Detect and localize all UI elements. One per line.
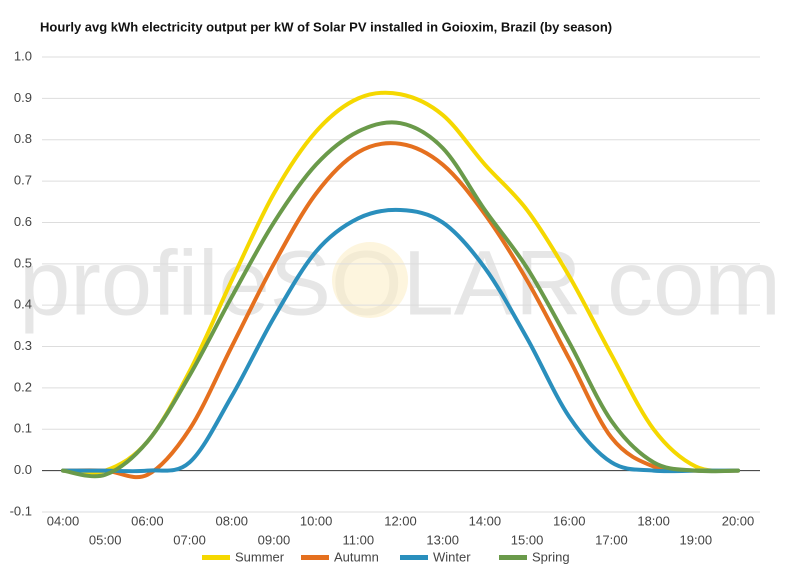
x-tick-label: 19:00 <box>680 532 713 547</box>
watermark-sun <box>332 242 408 318</box>
chart-title: Hourly avg kWh electricity output per kW… <box>40 19 612 34</box>
x-tick-label: 18:00 <box>637 513 670 528</box>
y-tick-label: 0.4 <box>14 297 32 312</box>
y-tick-label: 0.2 <box>14 379 32 394</box>
x-tick-label: 17:00 <box>595 532 628 547</box>
legend-swatch <box>499 555 527 560</box>
x-tick-label: 20:00 <box>722 513 755 528</box>
legend-label: Spring <box>532 549 570 564</box>
x-tick-label: 11:00 <box>343 532 375 547</box>
x-tick-label: 10:00 <box>300 513 333 528</box>
legend-label: Summer <box>235 549 285 564</box>
x-tick-label: 04:00 <box>47 513 80 528</box>
y-tick-label: 0.0 <box>14 462 32 477</box>
y-tick-label: 0.6 <box>14 214 32 229</box>
series-line <box>61 207 740 474</box>
y-tick-label: 0.5 <box>14 255 32 270</box>
x-tick-label: 14:00 <box>469 513 502 528</box>
y-tick-label: 0.3 <box>14 338 32 353</box>
x-tick-label: 15:00 <box>511 532 544 547</box>
series-line <box>61 141 740 480</box>
x-tick-label: 16:00 <box>553 513 586 528</box>
x-tick-label: 12:00 <box>384 513 417 528</box>
legend-label: Winter <box>433 549 471 564</box>
y-tick-label: 0.1 <box>14 421 32 436</box>
legend-swatch <box>400 555 428 560</box>
x-tick-label: 09:00 <box>258 532 291 547</box>
y-tick-label: -0.1 <box>10 503 32 518</box>
y-tick-label: 0.8 <box>14 131 32 146</box>
y-tick-label: 1.0 <box>14 48 32 63</box>
y-tick-label: 0.7 <box>14 173 32 188</box>
x-tick-label: 13:00 <box>426 532 459 547</box>
y-tick-label: 0.9 <box>14 90 32 105</box>
x-tick-label: 07:00 <box>173 532 206 547</box>
legend-label: Autumn <box>334 549 379 564</box>
x-tick-label: 06:00 <box>131 513 164 528</box>
x-tick-label: 08:00 <box>215 513 248 528</box>
series-line <box>61 120 740 479</box>
legend-swatch <box>202 555 230 560</box>
x-tick-label: 05:00 <box>89 532 122 547</box>
legend-swatch <box>301 555 329 560</box>
